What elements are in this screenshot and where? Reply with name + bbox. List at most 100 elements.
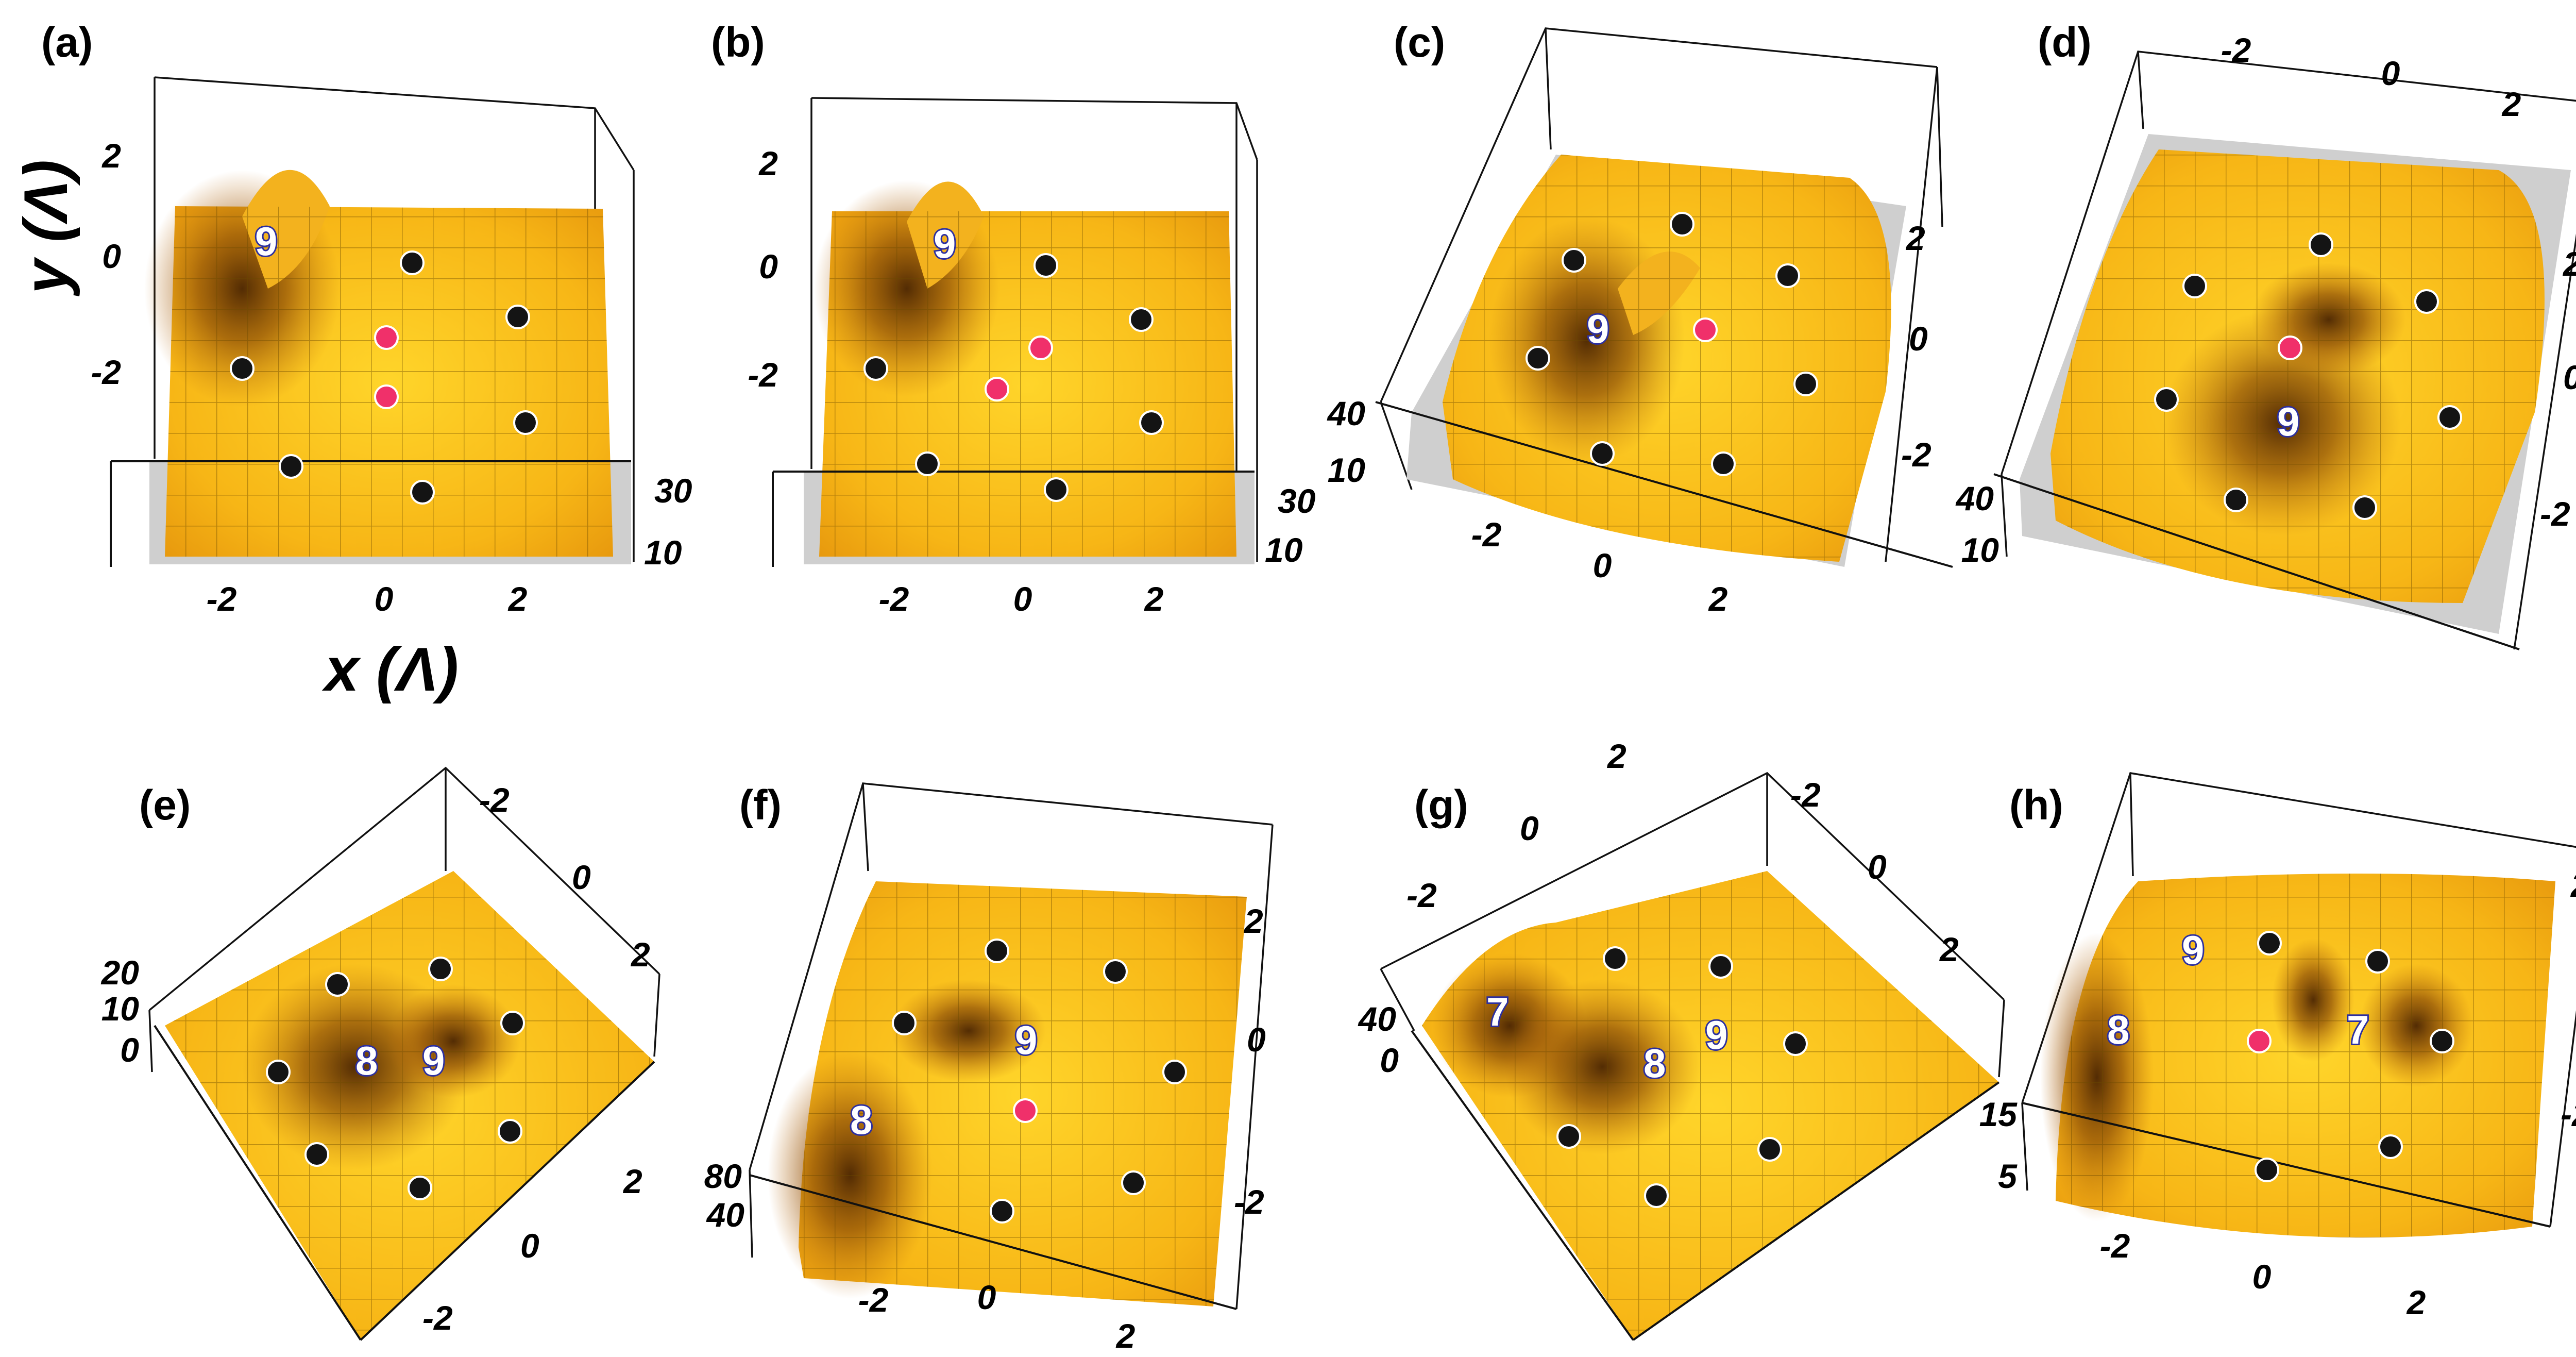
- marker-red: [1028, 336, 1053, 360]
- peak-label: 8: [2107, 1007, 2129, 1052]
- x-tick: -2: [479, 781, 510, 819]
- x-tick: 2: [1115, 1317, 1136, 1355]
- x-tick: 2: [630, 935, 650, 974]
- peak-label: 9: [1705, 1012, 1727, 1058]
- y-tick: -2: [1234, 1183, 1264, 1221]
- marker-black: [1103, 959, 1128, 984]
- marker-red: [2278, 336, 2302, 360]
- peak-label: 8: [355, 1038, 378, 1083]
- x-tick: 2: [2501, 85, 2521, 123]
- marker-black: [2255, 1158, 2279, 1182]
- marker-black: [408, 1176, 432, 1200]
- y-tick: -2: [1901, 435, 1931, 474]
- marker-black: [1711, 451, 1736, 476]
- x-tick: 0: [1013, 580, 1032, 618]
- z-tick: 5: [1998, 1157, 2018, 1195]
- y-axis-label: y (Λ): [11, 160, 80, 296]
- x-tick: 2: [1606, 737, 1626, 775]
- y-tick: 0: [2563, 358, 2576, 396]
- peak-label: 9: [255, 219, 277, 264]
- panel-h: (h) 8 9 7 -2 0 2 2: [1979, 772, 2576, 1321]
- x-tick: 0: [2381, 54, 2400, 92]
- z-tick: 40: [1358, 1000, 1397, 1038]
- marker-black: [1590, 441, 1615, 466]
- panel-e: (e) 8 9 -2 0 2 2: [100, 766, 660, 1341]
- z-tick: 10: [1961, 531, 1999, 569]
- x-tick: 0: [1593, 546, 1612, 584]
- panel-label: (b): [711, 19, 765, 66]
- marker-black: [1644, 1183, 1669, 1208]
- marker-red: [374, 384, 399, 409]
- marker-black: [1033, 253, 1058, 278]
- y-tick: 2: [2562, 245, 2576, 283]
- markers: [1526, 212, 1818, 476]
- bounding-box: [1380, 27, 1943, 562]
- panel-label: (f): [739, 782, 782, 829]
- x-tick: 2: [1144, 580, 1164, 618]
- y-tick: 0: [759, 247, 778, 286]
- y-tick: -2: [748, 356, 778, 394]
- peak-label: 9: [422, 1038, 445, 1083]
- front-axis: [1375, 401, 1953, 568]
- marker-red: [2247, 1029, 2272, 1053]
- peak-label: 7: [1486, 989, 1509, 1034]
- x-tick: -2: [2100, 1227, 2130, 1265]
- marker-red: [1693, 317, 1718, 342]
- front-axis: [749, 1174, 1237, 1310]
- y-tick: -2: [2561, 1095, 2576, 1133]
- marker-black: [410, 480, 435, 505]
- marker-black: [2352, 495, 2377, 520]
- z-tick: 10: [101, 990, 140, 1028]
- marker-black: [1783, 1031, 1808, 1056]
- front-axis: [110, 460, 631, 567]
- marker-black: [400, 250, 425, 275]
- peak-label: 9: [1015, 1017, 1037, 1063]
- marker-red: [1013, 1098, 1038, 1123]
- peak-label: 9: [2277, 399, 2299, 444]
- marker-black: [2257, 931, 2282, 956]
- marker-black: [1526, 346, 1550, 371]
- panel-b: (b) 9 -2 0: [711, 19, 1316, 618]
- marker-black: [279, 454, 303, 479]
- marker-black: [1562, 248, 1586, 273]
- marker-black: [325, 972, 350, 997]
- markers: [2154, 232, 2462, 520]
- surface: [1406, 155, 1906, 567]
- surface: [2040, 874, 2555, 1238]
- z-tick: 40: [1327, 394, 1366, 432]
- panel-label: (h): [2009, 782, 2063, 829]
- y-tick: 0: [520, 1227, 539, 1265]
- marker-black: [428, 957, 453, 981]
- peak-label: 9: [2182, 927, 2204, 973]
- marker-black: [2365, 949, 2390, 974]
- marker-black: [498, 1119, 522, 1144]
- x-tick: -2: [879, 580, 909, 618]
- y-tick: 2: [758, 144, 778, 182]
- marker-black: [1121, 1170, 1146, 1195]
- marker-black: [1162, 1060, 1187, 1084]
- marker-black: [1757, 1137, 1782, 1162]
- marker-black: [1139, 410, 1164, 435]
- surface: [165, 871, 654, 1340]
- x-tick: -2: [207, 580, 237, 618]
- y-tick: -2: [1790, 776, 1821, 814]
- marker-black: [2182, 274, 2207, 298]
- marker-black: [266, 1060, 291, 1084]
- panel-g: (g) 7 8 9 2 0 -2 -2: [1358, 737, 2005, 1341]
- z-tick: 10: [1265, 531, 1303, 569]
- panel-a: (a) 9: [11, 19, 692, 704]
- front-axis: [1993, 473, 2520, 650]
- markers: [266, 957, 525, 1200]
- marker-black: [915, 451, 940, 476]
- z-tick: 10: [644, 533, 682, 572]
- bounding-box: [1380, 772, 2005, 1078]
- z-tick: 30: [1278, 482, 1316, 520]
- marker-black: [500, 1011, 525, 1035]
- panel-label: (e): [139, 782, 191, 829]
- z-tick: 30: [654, 472, 692, 510]
- x-tick: 0: [572, 858, 591, 896]
- x-tick: -2: [1406, 876, 1437, 914]
- surface: [768, 881, 1247, 1306]
- y-tick: 2: [1243, 902, 1263, 940]
